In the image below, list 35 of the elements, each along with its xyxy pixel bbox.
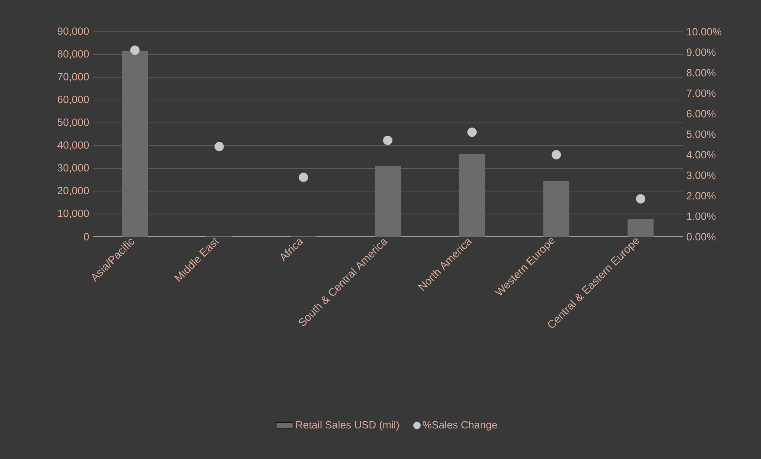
- point: [299, 172, 308, 182]
- point: [468, 128, 477, 138]
- y2-tick-label: 4.00%: [686, 151, 716, 159]
- y-tick-label: 60,000: [58, 96, 90, 105]
- y2-tick-label: 10.00%: [687, 28, 722, 36]
- y2-tick-label: 5.00%: [686, 130, 716, 138]
- y2-tick-label: 7.00%: [687, 90, 716, 98]
- y2-tick-label: 1.00%: [687, 212, 716, 220]
- bar: [122, 51, 148, 237]
- y-tick-label: 80,000: [58, 50, 90, 60]
- y-tick-label: 30,000: [58, 164, 90, 173]
- bar: [375, 166, 401, 237]
- y2-tick-label: 0.00%: [686, 233, 716, 241]
- point: [636, 194, 646, 204]
- y-tick-label: 70,000: [58, 73, 90, 82]
- legend-label: Retail Sales USD (mil): [296, 421, 400, 431]
- bar: [628, 219, 654, 237]
- y-tick-label: 90,000: [58, 28, 90, 36]
- point: [552, 150, 562, 160]
- y-tick-label: 20,000: [58, 187, 90, 196]
- y-tick-label: 10,000: [58, 210, 90, 219]
- bar: [459, 154, 486, 237]
- point: [130, 46, 140, 56]
- y2-tick-label: 9.00%: [687, 48, 716, 56]
- y-tick-label: 50,000: [58, 118, 90, 128]
- bar: [544, 180, 570, 237]
- y-tick-label: 0: [84, 233, 90, 241]
- y-tick-label: 40,000: [58, 142, 90, 150]
- point: [214, 142, 224, 152]
- point: [383, 136, 393, 146]
- legend-label: %Sales Change: [423, 421, 498, 431]
- y2-tick-label: 6.00%: [687, 110, 716, 118]
- y2-tick-label: 3.00%: [686, 172, 716, 180]
- y2-tick-label: 2.00%: [687, 192, 716, 200]
- y2-tick-label: 8.00%: [686, 69, 716, 77]
